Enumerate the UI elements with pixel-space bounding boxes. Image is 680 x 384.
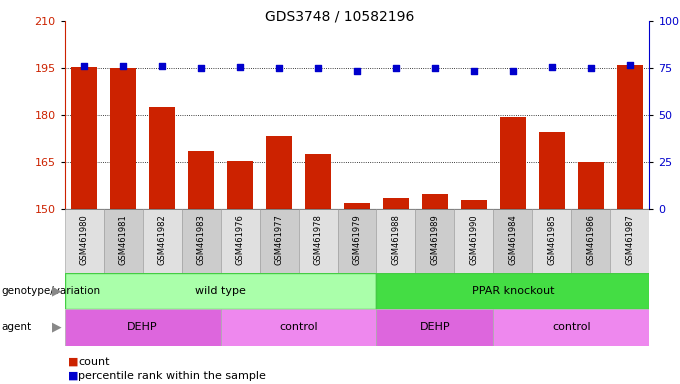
Bar (454, 209, 494, 273)
Point (390, 65, 401, 71)
Bar (571, 209, 611, 273)
Text: control: control (552, 322, 591, 333)
Point (469, 68, 479, 74)
Text: GSM461979: GSM461979 (352, 214, 362, 265)
Text: ■: ■ (68, 371, 78, 381)
Bar (344, 203, 370, 209)
Bar (182, 209, 220, 273)
Text: ▶: ▶ (52, 285, 61, 297)
Bar (500, 117, 526, 209)
Bar (150, 108, 175, 209)
Text: ■: ■ (68, 357, 78, 367)
Point (235, 64, 245, 70)
Point (547, 64, 558, 70)
Text: GSM461990: GSM461990 (469, 214, 479, 265)
Text: DEHP: DEHP (127, 322, 158, 333)
Bar (337, 209, 377, 273)
Text: wild type: wild type (195, 286, 246, 296)
Text: GSM461980: GSM461980 (80, 214, 88, 265)
Text: GSM461989: GSM461989 (430, 214, 439, 265)
Bar (299, 209, 337, 273)
Bar (65, 273, 377, 309)
Text: GSM461977: GSM461977 (275, 214, 284, 265)
Bar (494, 309, 649, 346)
Bar (65, 209, 103, 273)
Bar (494, 209, 532, 273)
Text: genotype/variation: genotype/variation (1, 286, 101, 296)
Bar (617, 65, 643, 209)
Bar (305, 154, 330, 209)
Text: GSM461986: GSM461986 (586, 214, 596, 265)
Bar (611, 209, 649, 273)
Bar (461, 200, 487, 209)
Text: GSM461984: GSM461984 (509, 214, 517, 265)
Bar (71, 66, 97, 209)
Text: GSM461981: GSM461981 (118, 214, 128, 265)
Bar (143, 209, 182, 273)
Bar (260, 209, 299, 273)
Bar (377, 209, 415, 273)
Point (585, 65, 596, 71)
Text: GSM461978: GSM461978 (313, 214, 322, 265)
Text: ▶: ▶ (52, 321, 61, 334)
Bar (578, 162, 604, 209)
Bar (103, 209, 143, 273)
Text: agent: agent (1, 322, 31, 333)
Text: control: control (279, 322, 318, 333)
Text: percentile rank within the sample: percentile rank within the sample (78, 371, 266, 381)
Point (624, 62, 635, 68)
Text: GDS3748 / 10582196: GDS3748 / 10582196 (265, 10, 415, 23)
Text: GSM461985: GSM461985 (547, 214, 556, 265)
Bar (539, 132, 564, 209)
Point (352, 68, 362, 74)
Point (196, 65, 207, 71)
Bar (532, 209, 571, 273)
Text: GSM461983: GSM461983 (197, 214, 205, 265)
Bar (377, 273, 649, 309)
Bar (110, 68, 136, 209)
Bar (267, 136, 292, 209)
Text: GSM461987: GSM461987 (626, 214, 634, 265)
Bar (220, 309, 377, 346)
Text: DEHP: DEHP (420, 322, 450, 333)
Text: PPAR knockout: PPAR knockout (472, 286, 554, 296)
Bar (220, 209, 260, 273)
Bar (384, 198, 409, 209)
Bar (415, 209, 454, 273)
Text: GSM461988: GSM461988 (392, 214, 401, 265)
Text: count: count (78, 357, 109, 367)
Point (156, 63, 167, 70)
Point (313, 65, 324, 71)
Bar (188, 151, 214, 209)
Bar (227, 161, 253, 209)
Bar (422, 194, 447, 209)
Text: GSM461982: GSM461982 (158, 214, 167, 265)
Text: GSM461976: GSM461976 (235, 214, 245, 265)
Bar (377, 309, 494, 346)
Bar (65, 309, 220, 346)
Point (118, 63, 129, 70)
Point (273, 65, 284, 71)
Point (79, 63, 90, 70)
Point (507, 68, 518, 74)
Point (430, 65, 441, 71)
